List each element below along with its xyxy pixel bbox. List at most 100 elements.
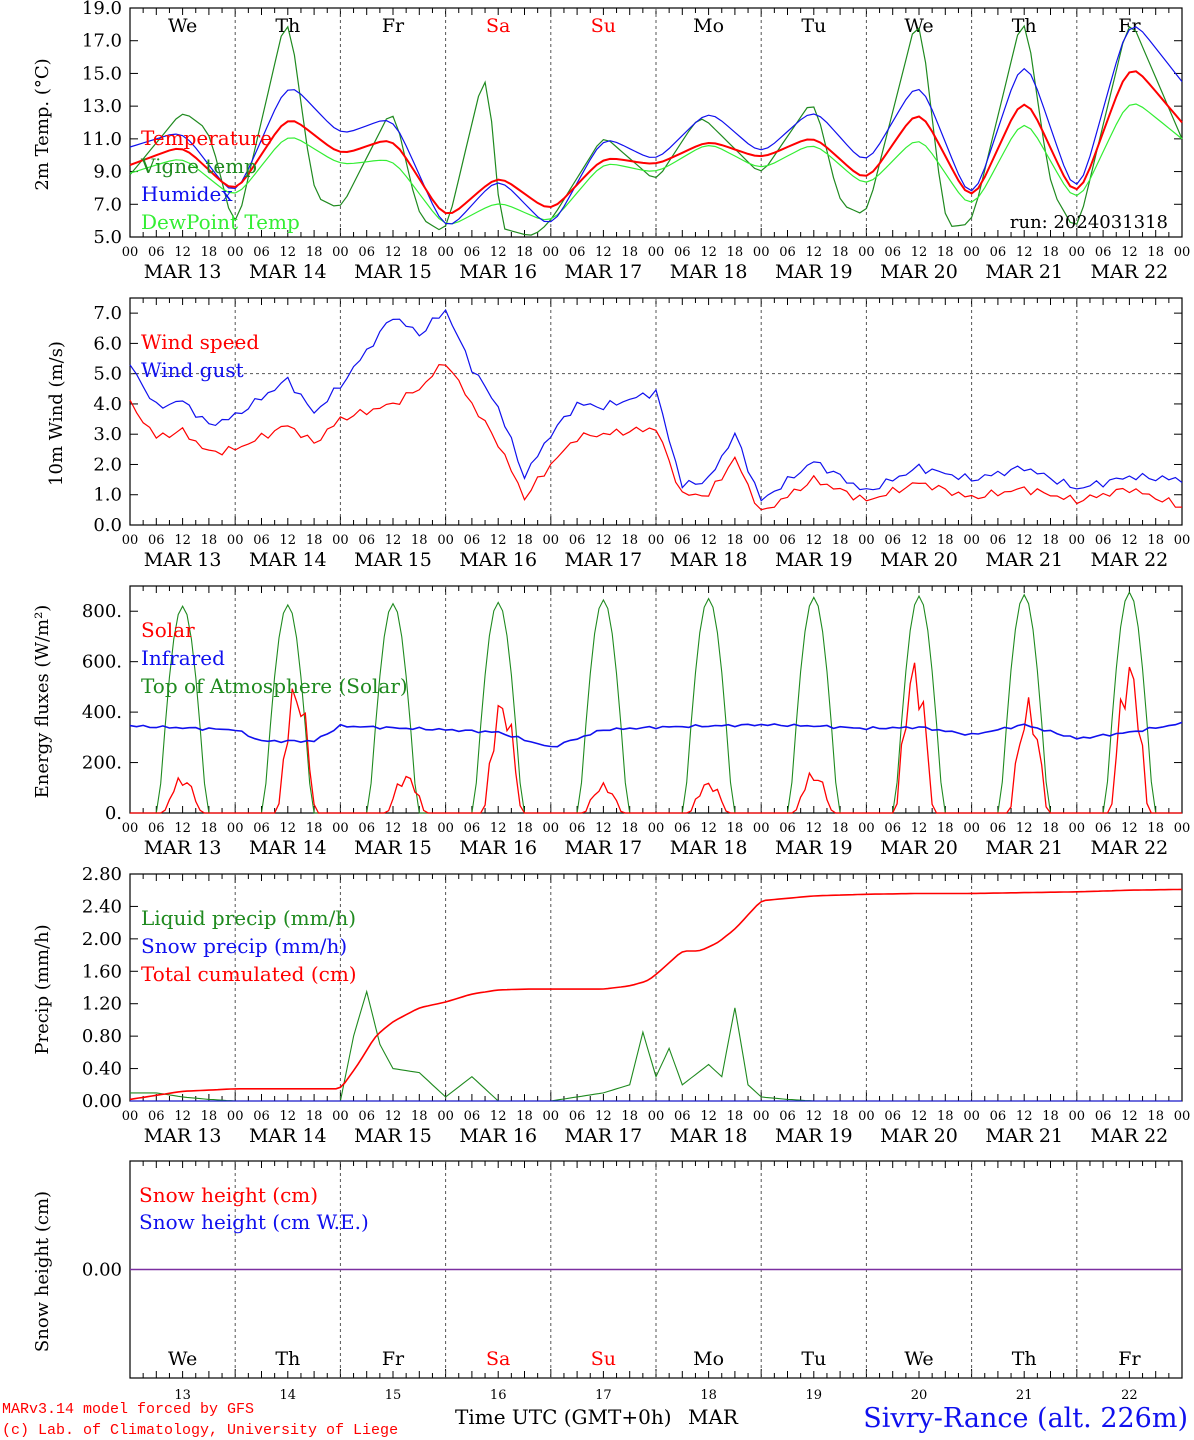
hour-tick-label: 12 — [174, 1109, 191, 1124]
hour-tick-label: 18 — [727, 1109, 744, 1124]
hour-tick-label: 06 — [884, 821, 901, 836]
date-label: MAR 15 — [354, 549, 432, 571]
date-label: MAR 19 — [775, 1125, 853, 1147]
series-vigne-temp-line — [129, 24, 1183, 236]
day-label: Su — [591, 1348, 616, 1370]
day-number: 14 — [280, 1388, 297, 1403]
hour-tick-label: 06 — [569, 245, 586, 260]
hour-tick-label: 00 — [858, 821, 875, 836]
date-label: MAR 13 — [144, 1125, 222, 1147]
date-label: MAR 22 — [1091, 1125, 1169, 1147]
hour-tick-label: 00 — [122, 533, 139, 548]
hour-tick-label: 00 — [437, 245, 454, 260]
hour-tick-label: 18 — [937, 533, 954, 548]
hour-tick-label: 00 — [753, 245, 770, 260]
date-label: MAR 13 — [144, 837, 222, 859]
hour-tick-label: 06 — [884, 1109, 901, 1124]
hour-tick-label: 00 — [648, 1109, 665, 1124]
y-tick-label: 800. — [82, 601, 122, 622]
hour-tick-label: 18 — [937, 821, 954, 836]
hour-tick-label: 00 — [858, 1109, 875, 1124]
hour-tick-label: 06 — [779, 1109, 796, 1124]
hour-tick-label: 18 — [937, 245, 954, 260]
hour-tick-label: 12 — [490, 533, 507, 548]
hour-tick-label: 06 — [779, 245, 796, 260]
hour-tick-label: 06 — [148, 245, 165, 260]
y-tick-label: 1.60 — [82, 961, 122, 982]
hour-tick-label: 18 — [1042, 821, 1059, 836]
hour-tick-label: 18 — [516, 821, 533, 836]
hour-tick-label: 18 — [1147, 821, 1164, 836]
date-label: MAR 18 — [670, 261, 748, 283]
date-label: MAR 20 — [880, 1125, 958, 1147]
hour-tick-label: 12 — [806, 245, 823, 260]
legend-humidex: Humidex — [141, 182, 233, 206]
hour-tick-label: 00 — [122, 245, 139, 260]
day-number: 22 — [1121, 1388, 1138, 1403]
hour-tick-label: 18 — [306, 533, 323, 548]
date-label: MAR 16 — [459, 1125, 537, 1147]
y-tick-label: 0.40 — [82, 1059, 122, 1080]
hour-tick-label: 06 — [990, 1109, 1007, 1124]
hour-tick-label: 12 — [1016, 1109, 1033, 1124]
y-tick-label: 6.0 — [93, 333, 122, 354]
date-label: MAR 14 — [249, 1125, 327, 1147]
hour-tick-label: 18 — [201, 533, 218, 548]
hour-tick-label: 06 — [358, 821, 375, 836]
hour-tick-label: 00 — [122, 821, 139, 836]
hour-tick-label: 00 — [227, 533, 244, 548]
date-label: MAR 18 — [670, 1125, 748, 1147]
hour-tick-label: 00 — [753, 533, 770, 548]
day-number: 16 — [490, 1388, 507, 1403]
hour-tick-label: 06 — [253, 245, 270, 260]
hour-tick-label: 18 — [937, 1109, 954, 1124]
hour-tick-label: 18 — [306, 1109, 323, 1124]
hour-tick-label: 12 — [911, 245, 928, 260]
date-label: MAR 19 — [775, 549, 853, 571]
hour-tick-label: 06 — [358, 245, 375, 260]
legend-solar: Solar — [141, 618, 195, 642]
hour-tick-label: 12 — [174, 533, 191, 548]
panel-4 — [129, 873, 1183, 1102]
hour-tick-label: 18 — [1147, 245, 1164, 260]
y-axis-label: 2m Temp. (°C) — [32, 58, 53, 190]
series-dewpoint-temp-line — [129, 103, 1183, 225]
date-label: MAR 20 — [880, 837, 958, 859]
hour-tick-label: 06 — [464, 821, 481, 836]
hour-tick-label: 12 — [595, 821, 612, 836]
day-label: Tu — [801, 1348, 826, 1370]
hour-tick-label: 18 — [621, 245, 638, 260]
legend-total-cumulated-cm-: Total cumulated (cm) — [141, 962, 357, 986]
hour-tick-label: 06 — [674, 821, 691, 836]
hour-tick-label: 12 — [1016, 821, 1033, 836]
y-tick-label: 3.0 — [93, 424, 122, 445]
hour-tick-label: 00 — [543, 1109, 560, 1124]
date-label: MAR 20 — [880, 261, 958, 283]
hour-tick-label: 12 — [911, 821, 928, 836]
hour-tick-label: 00 — [227, 1109, 244, 1124]
date-label: MAR 21 — [985, 837, 1063, 859]
day-label: Sa — [486, 15, 510, 37]
hour-tick-label: 12 — [385, 245, 402, 260]
hour-tick-label: 00 — [437, 1109, 454, 1124]
y-tick-label: 0.00 — [82, 1091, 122, 1112]
hour-tick-label: 06 — [358, 533, 375, 548]
day-label: Tu — [801, 15, 826, 37]
legend-top-of-atmosphere-solar-: Top of Atmosphere (Solar) — [141, 674, 408, 698]
hour-tick-label: 00 — [1174, 245, 1191, 260]
date-label: MAR 15 — [354, 1125, 432, 1147]
hour-tick-label: 06 — [674, 1109, 691, 1124]
hour-tick-label: 12 — [595, 533, 612, 548]
date-label: MAR 17 — [565, 837, 643, 859]
day-label: Fr — [1118, 1348, 1141, 1370]
y-tick-label: 7.0 — [93, 303, 122, 324]
day-label: We — [168, 15, 197, 37]
hour-tick-label: 18 — [832, 533, 849, 548]
hour-tick-label: 00 — [332, 1109, 349, 1124]
hour-tick-label: 06 — [674, 533, 691, 548]
legend-temperature: Temperature — [141, 126, 272, 150]
y-tick-label: 1.0 — [93, 485, 122, 506]
y-tick-label: 400. — [82, 702, 122, 723]
date-label: MAR 22 — [1091, 837, 1169, 859]
hour-tick-label: 18 — [411, 821, 428, 836]
